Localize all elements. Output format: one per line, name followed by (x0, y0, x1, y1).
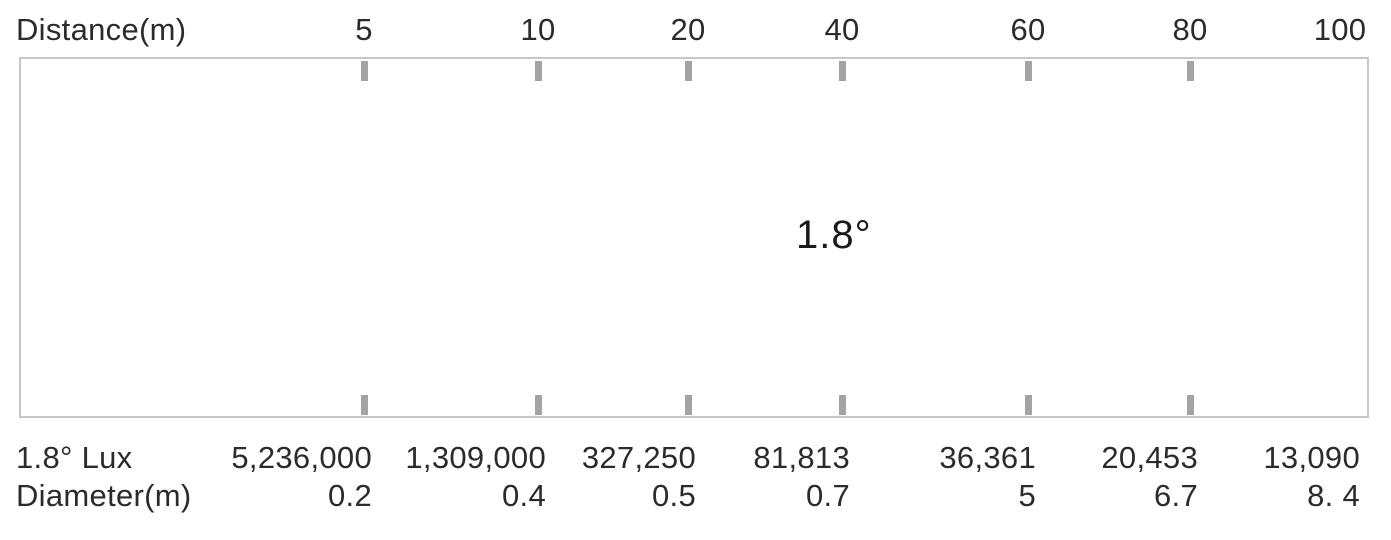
lux-row-label: 1.8° Lux (16, 440, 133, 475)
lux-value: 1,309,000 (405, 440, 546, 475)
distance-value: 5 (355, 12, 373, 47)
diameter-value: 8. 4 (1307, 478, 1360, 513)
lux-value: 327,250 (581, 440, 696, 475)
diameter-value: 0.2 (328, 478, 372, 513)
tick-mark-bottom (685, 395, 692, 415)
lux-value: 81,813 (753, 440, 850, 475)
tick-mark-top (1025, 61, 1032, 81)
tick-mark-top (361, 61, 368, 81)
lux-value: 20,453 (1101, 440, 1198, 475)
tick-mark-top (1187, 61, 1194, 81)
diameter-value: 0.7 (806, 478, 850, 513)
lux-value: 36,361 (939, 440, 1036, 475)
distance-value: 10 (520, 12, 556, 47)
tick-mark-bottom (1025, 395, 1032, 415)
distance-value: 80 (1172, 12, 1208, 47)
tick-mark-bottom (361, 395, 368, 415)
distance-value: 40 (824, 12, 860, 47)
distance-value: 100 (1313, 12, 1367, 47)
diameter-row-label: Diameter(m) (16, 478, 192, 513)
tick-mark-bottom (839, 395, 846, 415)
tick-mark-bottom (1187, 395, 1194, 415)
tick-mark-top (535, 61, 542, 81)
tick-mark-bottom (535, 395, 542, 415)
lux-value: 13,090 (1263, 440, 1360, 475)
tick-mark-top (839, 61, 846, 81)
tick-mark-top (685, 61, 692, 81)
beam-angle-label: 1.8° (796, 213, 872, 257)
diameter-value: 0.5 (652, 478, 696, 513)
diameter-value: 5 (1018, 478, 1036, 513)
beam-area-frame (19, 57, 1369, 418)
distance-value: 20 (670, 12, 706, 47)
diameter-value: 6.7 (1154, 478, 1198, 513)
distance-row-label: Distance(m) (16, 12, 187, 47)
distance-value: 60 (1010, 12, 1046, 47)
diameter-value: 0.4 (502, 478, 546, 513)
lux-value: 5,236,000 (231, 440, 372, 475)
